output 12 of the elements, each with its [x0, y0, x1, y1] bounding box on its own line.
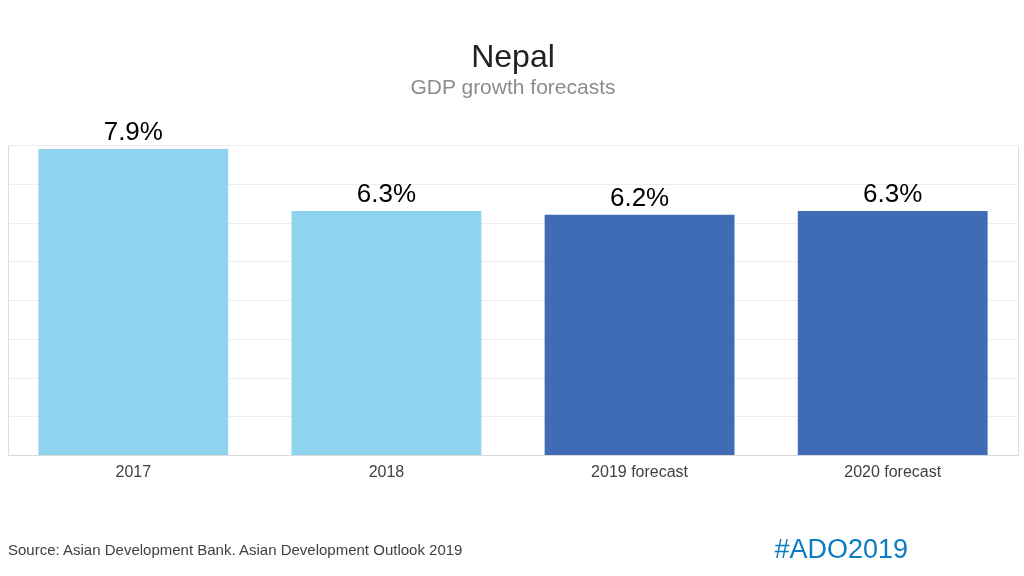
x-tick-label: 2017	[115, 462, 152, 480]
source-note: Source: Asian Development Bank. Asian Development Outlook 2019	[8, 541, 463, 558]
x-tick-label: 2019 forecast	[591, 462, 689, 480]
chart-subtitle: GDP growth forecasts	[410, 74, 616, 98]
chart-title: Nepal	[471, 37, 555, 74]
data-label: 7.9%	[103, 115, 163, 146]
data-label: 6.3%	[863, 177, 923, 208]
x-tick-label: 2020 forecast	[844, 462, 942, 480]
x-tick-label: 2018	[368, 462, 405, 480]
data-label: 6.2%	[609, 181, 670, 212]
data-label: 6.3%	[356, 177, 417, 208]
text: #ADO2019	[774, 534, 908, 564]
